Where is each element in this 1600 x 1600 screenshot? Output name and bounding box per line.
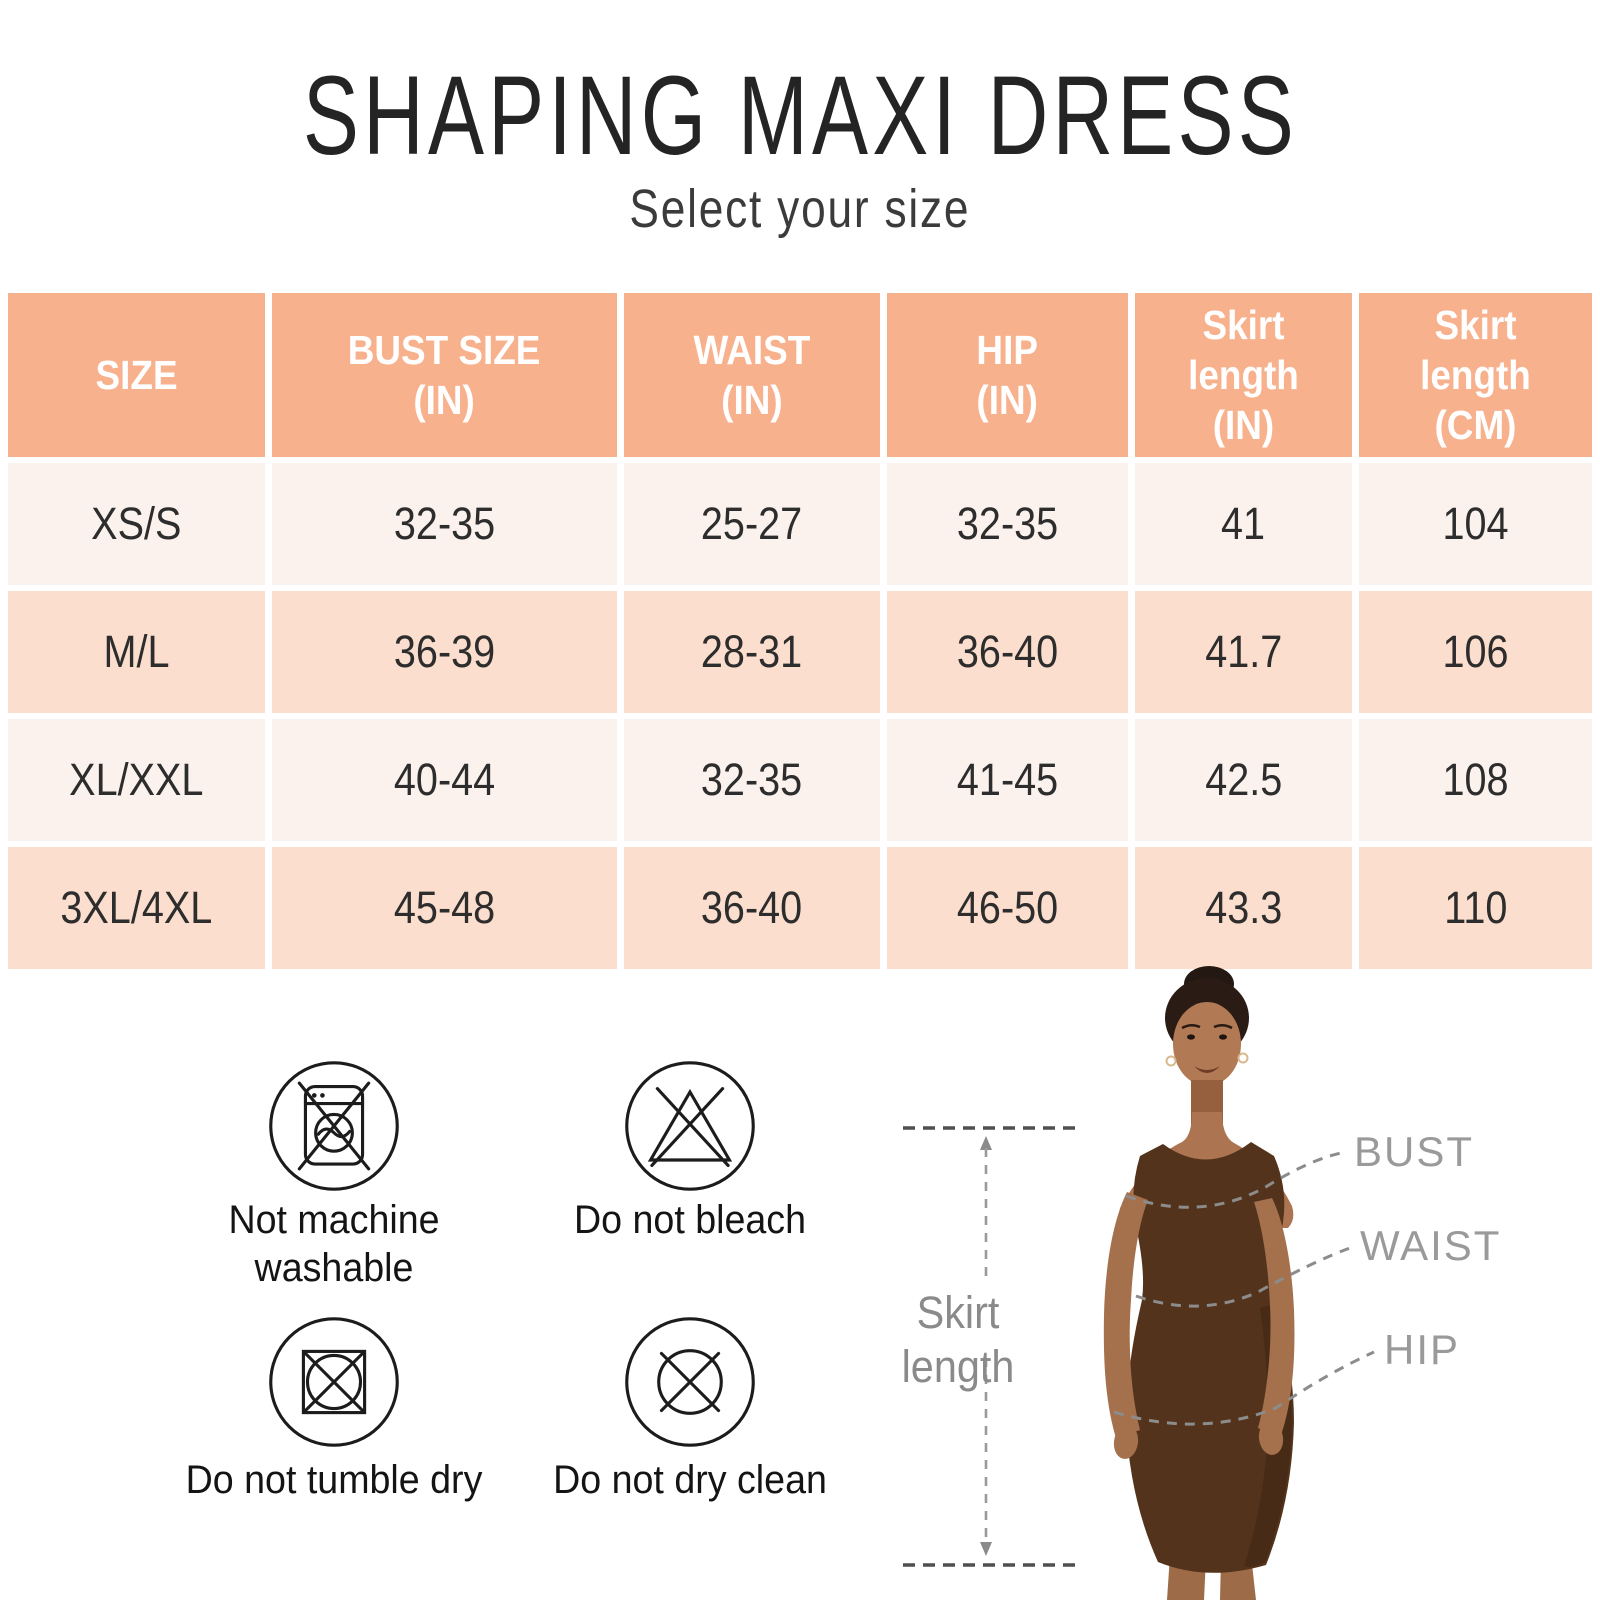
skirt-in-col-header: Skirt length (IN) <box>1135 293 1352 457</box>
hip-cell: 36-40 <box>887 591 1128 713</box>
waist-cell: 36-40 <box>624 847 880 969</box>
header-row: SIZE BUST SIZE (IN) WAIST (IN) HIP (IN) … <box>8 293 1592 457</box>
size-col-header: SIZE <box>8 293 265 457</box>
do-not-tumble-dry-icon <box>266 1314 402 1450</box>
hip-cell: 32-35 <box>887 463 1128 585</box>
skirt-cm-col-header: Skirt length (CM) <box>1359 293 1592 457</box>
model-photo <box>1103 966 1295 1600</box>
care-label-do-not-dry-clean: Do not dry clean <box>553 1458 827 1502</box>
table-row: XL/XXL 40-44 32-35 41-45 42.5 108 <box>8 719 1592 841</box>
waist-col-header: WAIST (IN) <box>624 293 880 457</box>
size-cell: M/L <box>8 591 265 713</box>
care-label-not-machine-washable: Not machine washable <box>228 1198 440 1290</box>
table-row: XS/S 32-35 25-27 32-35 41 104 <box>8 463 1592 585</box>
table-row: M/L 36-39 28-31 36-40 41.7 106 <box>8 591 1592 713</box>
hip-cell: 46-50 <box>887 847 1128 969</box>
bust-cell: 32-35 <box>272 463 617 585</box>
size-cell: XS/S <box>8 463 265 585</box>
size-cell: 3XL/4XL <box>8 847 265 969</box>
skirt-length-label: Skirt length <box>901 1287 1015 1392</box>
bust-cell: 40-44 <box>272 719 617 841</box>
bust-cell: 45-48 <box>272 847 617 969</box>
size-table: SIZE BUST SIZE (IN) WAIST (IN) HIP (IN) … <box>1 287 1599 975</box>
skirt-cm-cell: 108 <box>1359 719 1592 841</box>
waist-cell: 28-31 <box>624 591 880 713</box>
skirt-in-cell: 41.7 <box>1135 591 1352 713</box>
skirt-cm-cell: 104 <box>1359 463 1592 585</box>
hip-cell: 41-45 <box>887 719 1128 841</box>
do-not-dry-clean-icon <box>622 1314 758 1450</box>
skirt-in-cell: 42.5 <box>1135 719 1352 841</box>
skirt-in-cell: 41 <box>1135 463 1352 585</box>
page-title: SHAPING MAXI DRESS <box>0 53 1600 178</box>
do-not-bleach-icon <box>622 1058 758 1194</box>
waist-cell: 25-27 <box>624 463 880 585</box>
table-row: 3XL/4XL 45-48 36-40 46-50 43.3 110 <box>8 847 1592 969</box>
care-label-do-not-tumble-dry: Do not tumble dry <box>185 1458 483 1502</box>
page-subtitle-text: Select your size <box>629 179 971 239</box>
page-subtitle: Select your size <box>0 178 1600 240</box>
care-label-do-not-bleach: Do not bleach <box>573 1198 807 1242</box>
waist-cell: 32-35 <box>624 719 880 841</box>
bust-col-header: BUST SIZE (IN) <box>272 293 617 457</box>
hip-col-header: HIP (IN) <box>887 293 1128 457</box>
not-machine-washable-icon <box>266 1058 402 1194</box>
page-title-text: SHAPING MAXI DRESS <box>302 53 1298 178</box>
bust-cell: 36-39 <box>272 591 617 713</box>
skirt-in-cell: 43.3 <box>1135 847 1352 969</box>
skirt-cm-cell: 106 <box>1359 591 1592 713</box>
size-cell: XL/XXL <box>8 719 265 841</box>
skirt-cm-cell: 110 <box>1359 847 1592 969</box>
